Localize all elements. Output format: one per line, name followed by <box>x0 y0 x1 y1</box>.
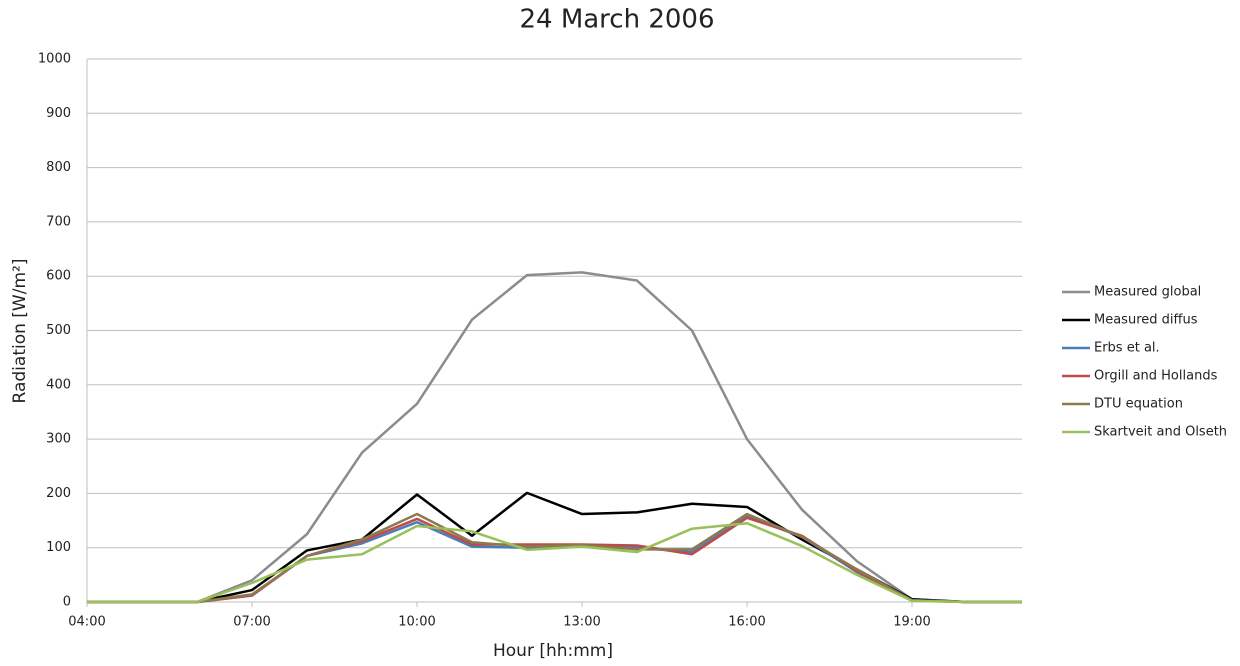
x-tick-label: 10:00 <box>398 615 435 630</box>
x-tick-label: 16:00 <box>728 615 765 630</box>
y-tick-label: 700 <box>46 214 71 229</box>
chart-title: 24 March 2006 <box>519 5 714 35</box>
y-tick-label: 0 <box>63 595 71 610</box>
series-line <box>87 522 1022 604</box>
y-tick-label: 100 <box>46 540 71 555</box>
y-tick-label: 300 <box>46 432 71 447</box>
y-tick-label: 500 <box>46 323 71 338</box>
x-axis-label: Hour [hh:mm] <box>493 641 613 661</box>
x-tick-label: 04:00 <box>68 615 105 630</box>
series-line <box>87 512 1022 604</box>
legend-label: DTU equation <box>1094 397 1183 412</box>
y-tick-label: 900 <box>46 106 71 121</box>
y-axis-label: Radiation [W/m²] <box>10 259 30 404</box>
y-tick-label: 1000 <box>38 52 71 67</box>
legend-label: Measured diffus <box>1094 313 1198 328</box>
y-tick-label: 200 <box>46 486 71 501</box>
y-tick-label: 600 <box>46 269 71 284</box>
legend-label: Orgill and Hollands <box>1094 369 1218 384</box>
x-tick-label: 19:00 <box>893 615 930 630</box>
x-tick-label: 13:00 <box>563 615 600 630</box>
x-tick-label: 07:00 <box>233 615 270 630</box>
y-tick-label: 400 <box>46 377 71 392</box>
legend-label: Erbs et al. <box>1094 341 1160 356</box>
y-tick-label: 800 <box>46 160 71 175</box>
legend-label: Measured global <box>1094 285 1201 300</box>
series-line <box>87 271 1022 604</box>
legend-label: Skartveit and Olseth <box>1094 425 1227 440</box>
